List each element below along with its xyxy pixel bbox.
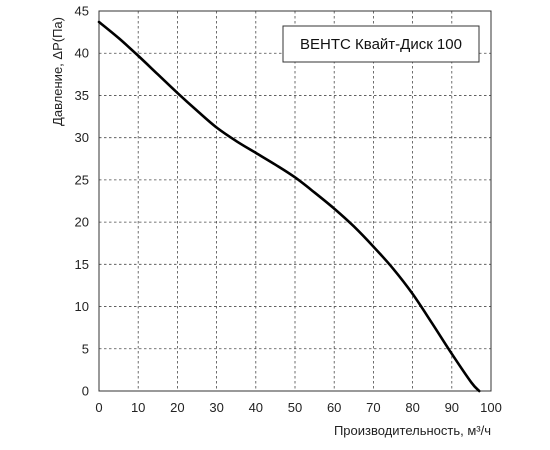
y-tick-label: 45 [75, 4, 89, 19]
x-tick-label: 100 [480, 400, 502, 415]
x-tick-label: 50 [288, 400, 302, 415]
x-tick-label: 60 [327, 400, 341, 415]
x-tick-label: 80 [405, 400, 419, 415]
x-tick-label: 10 [131, 400, 145, 415]
y-tick-label: 15 [75, 257, 89, 272]
x-axis-label: Производительность, м³/ч [334, 423, 491, 438]
plot-frame [98, 10, 492, 392]
y-axis-label: Давление, ΔР(Па) [50, 17, 65, 126]
series-line-0 [97, 20, 481, 393]
y-tick-label: 5 [82, 341, 89, 356]
y-tick-label: 10 [75, 299, 89, 314]
legend-box [282, 25, 480, 63]
x-tick-label: 30 [209, 400, 223, 415]
grid [98, 10, 492, 392]
tick-labels: 0 10 20 30 40 50 60 70 80 90 100 0 5 10 15 20 25 30 35 40 45 [75, 4, 502, 416]
y-tick-label: 0 [82, 384, 89, 399]
legend-entry: ВЕНТС Квайт-Диск 100 [300, 36, 462, 53]
y-tick-label: 40 [75, 46, 89, 61]
x-tick-label: 70 [366, 400, 380, 415]
x-tick-label: 0 [95, 400, 102, 415]
y-tick-label: 25 [75, 172, 89, 187]
series [97, 20, 481, 393]
x-tick-label: 40 [249, 400, 263, 415]
legend: ВЕНТС Квайт-Диск 100 [282, 25, 480, 63]
y-tick-label: 30 [75, 130, 89, 145]
x-tick-label: 90 [445, 400, 459, 415]
y-tick-label: 35 [75, 88, 89, 103]
y-tick-label: 20 [75, 215, 89, 230]
x-tick-label: 20 [170, 400, 184, 415]
